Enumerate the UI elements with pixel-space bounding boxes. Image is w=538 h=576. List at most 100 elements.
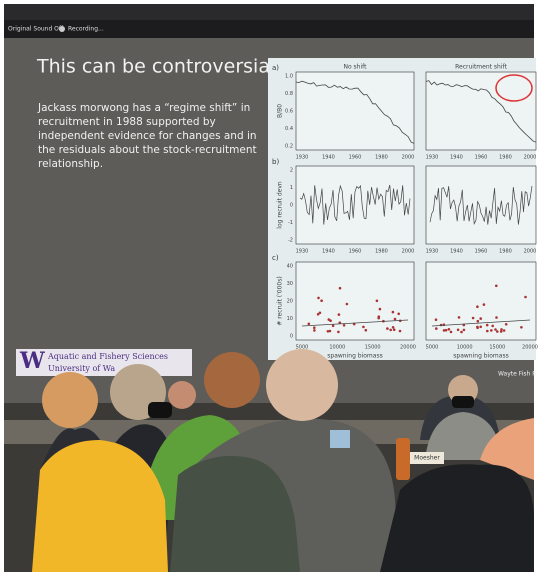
point bbox=[486, 330, 489, 333]
point bbox=[505, 323, 508, 326]
point bbox=[308, 323, 311, 326]
mask bbox=[452, 396, 474, 408]
point bbox=[500, 330, 503, 333]
body-line: recruitment in 1988 supported by bbox=[38, 116, 216, 128]
x-tick-label: 1960 bbox=[349, 249, 362, 255]
point bbox=[397, 313, 400, 316]
nameplate-text: Moesher bbox=[414, 455, 440, 462]
point bbox=[320, 299, 323, 302]
y-tick-label: 0.8 bbox=[285, 91, 293, 97]
point bbox=[435, 327, 438, 330]
point bbox=[378, 315, 381, 318]
y-tick-label: 1 bbox=[290, 185, 293, 191]
x-tick-label: 1930 bbox=[296, 249, 309, 255]
y-axis-label: log recruit devn bbox=[277, 181, 284, 229]
point bbox=[376, 300, 379, 303]
credit: Wayte Fish R bbox=[498, 371, 536, 378]
head bbox=[266, 349, 338, 421]
x-tick-label: 1960 bbox=[349, 155, 362, 161]
point bbox=[435, 318, 438, 321]
y-tick-label: -1 bbox=[288, 220, 293, 226]
point bbox=[472, 317, 475, 320]
point bbox=[440, 324, 443, 327]
panel-label: c) bbox=[272, 254, 279, 262]
body-line: Jackass morwong has a “regime shift” in bbox=[37, 102, 250, 114]
point bbox=[332, 325, 335, 328]
point bbox=[463, 329, 466, 332]
x-tick-label: 10000 bbox=[329, 345, 345, 351]
record-icon bbox=[59, 26, 65, 32]
y-tick-label: -2 bbox=[288, 238, 293, 244]
x-tick-label: 2000 bbox=[402, 155, 415, 161]
hair bbox=[204, 352, 260, 408]
x-tick-label: 1940 bbox=[450, 249, 463, 255]
logo-initial: W bbox=[19, 348, 45, 374]
x-tick-label: 20000 bbox=[400, 345, 416, 351]
x-tick-label: 1980 bbox=[499, 249, 512, 255]
point bbox=[445, 329, 448, 332]
logo-line2: University of Wa bbox=[48, 364, 115, 373]
y-tick-label: 30 bbox=[287, 281, 293, 287]
point bbox=[476, 305, 479, 308]
photo: Original Sound Off Recording... This can… bbox=[0, 0, 538, 576]
point bbox=[343, 324, 346, 327]
sound-label: Original Sound Off bbox=[8, 26, 64, 33]
x-tick-label: 1940 bbox=[450, 155, 463, 161]
y-tick-label: 10 bbox=[287, 316, 293, 322]
bottle bbox=[396, 438, 410, 480]
x-axis-label: spawning biomass bbox=[453, 353, 508, 360]
point bbox=[476, 326, 479, 329]
point bbox=[483, 303, 486, 306]
point bbox=[379, 308, 382, 311]
point bbox=[460, 331, 463, 334]
point bbox=[362, 326, 365, 329]
x-tick-label: 20000 bbox=[522, 345, 538, 351]
point bbox=[339, 287, 342, 290]
laptop bbox=[330, 430, 350, 448]
y-tick-label: 0 bbox=[290, 334, 293, 340]
point bbox=[477, 320, 480, 323]
recording-label: Recording... bbox=[68, 26, 104, 33]
point bbox=[393, 328, 396, 331]
mask bbox=[148, 402, 172, 418]
x-tick-label: 15000 bbox=[365, 345, 381, 351]
point bbox=[524, 296, 527, 299]
body-line: independent evidence for changes and in bbox=[38, 130, 257, 142]
body-line: the residuals about the stock-recruitmen… bbox=[38, 144, 257, 156]
plot-frame bbox=[426, 72, 536, 150]
y-tick-label: 0.2 bbox=[285, 144, 293, 150]
point bbox=[479, 326, 482, 329]
x-tick-label: 2000 bbox=[524, 155, 537, 161]
body-line: relationship. bbox=[38, 158, 103, 170]
hair bbox=[42, 372, 98, 428]
x-tick-label: 1940 bbox=[322, 249, 335, 255]
y-axis-label: # recruit ('000s) bbox=[277, 276, 284, 325]
x-tick-label: 2000 bbox=[402, 249, 415, 255]
y-tick-label: 40 bbox=[287, 264, 293, 270]
x-tick-label: 15000 bbox=[489, 345, 505, 351]
panel-label: a) bbox=[272, 64, 279, 72]
y-tick-label: 1.0 bbox=[285, 74, 293, 80]
head bbox=[168, 381, 196, 409]
x-tick-label: 2000 bbox=[524, 249, 537, 255]
point bbox=[313, 329, 316, 332]
point bbox=[457, 329, 460, 332]
point bbox=[392, 311, 395, 314]
point bbox=[520, 326, 523, 329]
point bbox=[494, 328, 497, 331]
point bbox=[365, 329, 368, 332]
point bbox=[337, 331, 340, 334]
point bbox=[458, 316, 461, 319]
x-tick-label: 1980 bbox=[375, 249, 388, 255]
y-axis-label: B/B0 bbox=[277, 104, 284, 118]
point bbox=[486, 324, 489, 327]
y-tick-label: 20 bbox=[287, 299, 293, 305]
point bbox=[399, 330, 402, 333]
y-tick-label: 0 bbox=[290, 203, 293, 209]
x-tick-label: 1930 bbox=[296, 155, 309, 161]
point bbox=[389, 329, 392, 332]
plot-frame bbox=[426, 262, 536, 340]
point bbox=[495, 285, 498, 288]
x-tick-label: 1960 bbox=[475, 155, 488, 161]
x-tick-label: 5000 bbox=[426, 345, 439, 351]
